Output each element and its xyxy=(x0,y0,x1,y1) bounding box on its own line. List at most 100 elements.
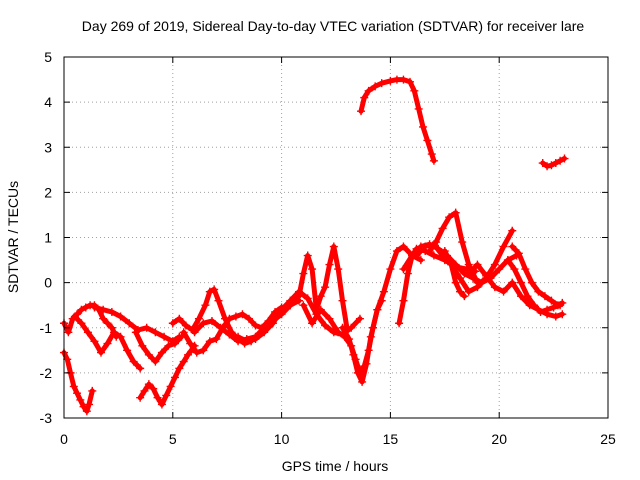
data-point xyxy=(216,323,225,332)
data-point xyxy=(116,312,125,321)
data-point xyxy=(179,328,188,337)
series-arc-11 xyxy=(286,242,351,332)
series-arc-23 xyxy=(538,154,569,171)
data-point xyxy=(558,310,567,319)
data-point xyxy=(79,402,88,411)
data-point xyxy=(207,316,216,325)
data-point xyxy=(338,296,347,305)
data-point xyxy=(166,382,175,391)
data-point xyxy=(144,350,153,359)
data-point xyxy=(357,107,366,116)
series-arc-16 xyxy=(425,208,482,287)
data-point xyxy=(530,301,539,310)
data-point xyxy=(181,321,190,330)
data-point xyxy=(425,247,434,256)
data-point xyxy=(210,285,219,294)
y-tick-label: 2 xyxy=(44,184,52,200)
data-point xyxy=(349,350,358,359)
data-point xyxy=(464,260,473,269)
data-point xyxy=(77,319,86,328)
series-trace xyxy=(427,210,480,286)
x-tick-label: 20 xyxy=(491,431,507,447)
data-point xyxy=(151,357,160,366)
data-point xyxy=(242,337,251,346)
data-point xyxy=(277,305,286,314)
data-point xyxy=(76,395,85,404)
data-point xyxy=(379,287,388,296)
data-point xyxy=(521,265,530,274)
data-point xyxy=(358,377,367,386)
data-point xyxy=(429,240,438,249)
data-point xyxy=(214,296,223,305)
data-point xyxy=(329,242,338,251)
data-point xyxy=(325,314,334,323)
data-point xyxy=(440,247,449,256)
data-point xyxy=(540,292,549,301)
data-point xyxy=(321,283,330,292)
data-point xyxy=(456,274,465,283)
data-point xyxy=(556,301,565,310)
data-point xyxy=(508,242,517,251)
data-point xyxy=(503,256,512,265)
chart-title: Day 269 of 2019, Sidereal Day-to-day VTE… xyxy=(82,18,585,34)
data-point xyxy=(399,265,408,274)
data-point xyxy=(334,265,343,274)
data-point xyxy=(157,348,166,357)
data-point xyxy=(495,265,504,274)
data-point xyxy=(251,335,260,344)
data-point xyxy=(429,251,438,260)
data-point xyxy=(556,156,565,165)
x-axis-label: GPS time / hours xyxy=(282,458,389,474)
data-point xyxy=(299,269,308,278)
data-point xyxy=(149,384,158,393)
data-point xyxy=(179,357,188,366)
data-point xyxy=(399,75,408,84)
series-arc-5 xyxy=(131,328,186,366)
series-arc-3 xyxy=(70,312,145,373)
data-point xyxy=(205,287,214,296)
data-point xyxy=(316,305,325,314)
data-point xyxy=(170,339,179,348)
x-tick-label: 0 xyxy=(60,431,68,447)
data-point xyxy=(360,93,369,102)
data-point xyxy=(168,319,177,328)
data-point xyxy=(499,287,508,296)
data-point xyxy=(403,269,412,278)
data-point xyxy=(399,296,408,305)
data-point xyxy=(508,278,517,287)
data-point xyxy=(138,341,147,350)
data-point xyxy=(251,321,260,330)
data-point xyxy=(547,161,556,170)
y-tick-label: 3 xyxy=(44,139,52,155)
data-point xyxy=(353,368,362,377)
data-point xyxy=(308,319,317,328)
data-point xyxy=(82,407,91,416)
x-tick-label: 10 xyxy=(274,431,290,447)
data-point xyxy=(103,319,112,328)
data-point xyxy=(499,242,508,251)
data-point xyxy=(199,319,208,328)
data-point xyxy=(190,328,199,337)
data-point xyxy=(362,359,371,368)
data-point xyxy=(205,337,214,346)
data-point xyxy=(438,224,447,233)
data-point xyxy=(81,303,90,312)
data-point xyxy=(107,323,116,332)
data-point xyxy=(142,323,151,332)
data-point xyxy=(510,265,519,274)
data-point xyxy=(377,79,386,88)
data-point xyxy=(412,251,421,260)
data-point xyxy=(316,292,325,301)
data-point xyxy=(371,82,380,91)
data-point xyxy=(64,328,73,337)
data-point xyxy=(551,312,560,321)
data-point xyxy=(69,382,78,391)
data-point xyxy=(260,328,269,337)
data-point xyxy=(473,260,482,269)
y-tick-label: 4 xyxy=(44,94,52,110)
x-tick-label: 5 xyxy=(169,431,177,447)
data-point xyxy=(123,346,132,355)
data-point xyxy=(445,213,454,222)
data-point xyxy=(543,305,552,314)
